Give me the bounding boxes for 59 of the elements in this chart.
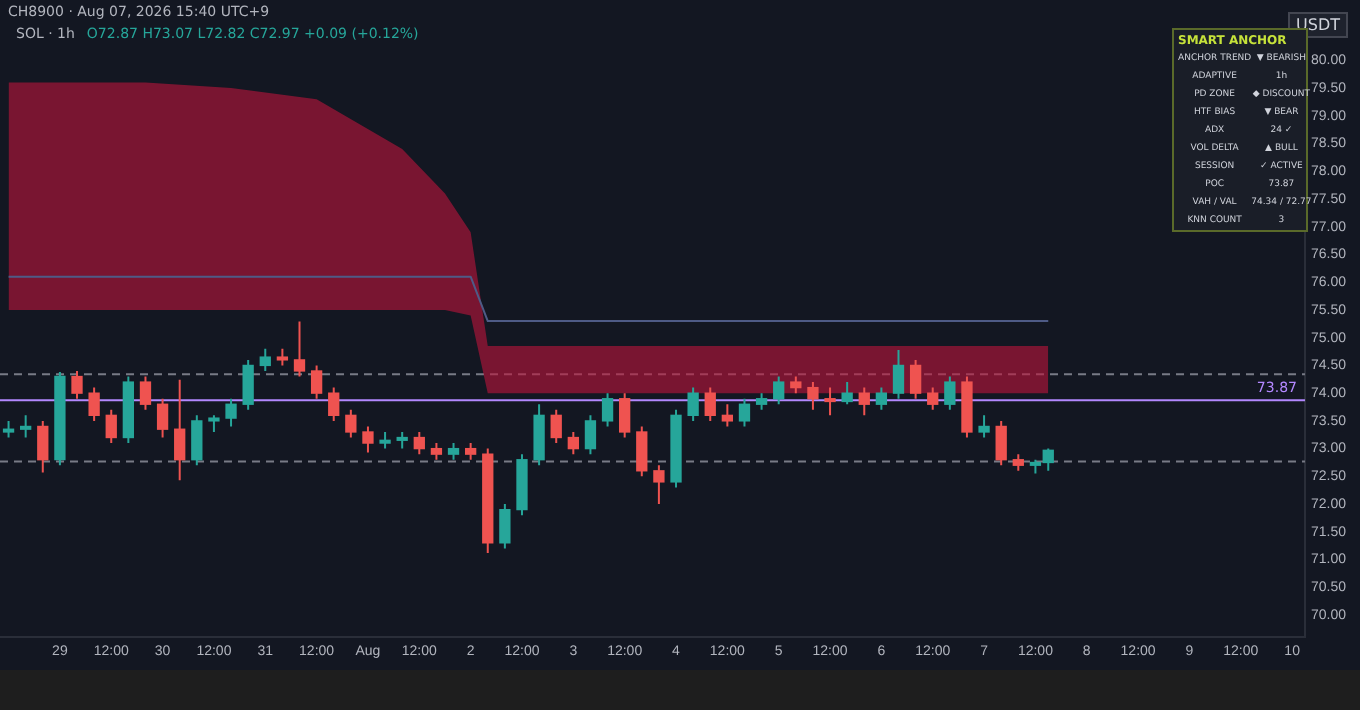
candlestick: [379, 430, 391, 450]
candlestick: [328, 386, 340, 422]
candlestick: [892, 348, 905, 400]
candlestick: [156, 397, 169, 439]
candlestick: [533, 403, 545, 467]
candlestick: [413, 430, 425, 456]
candlestick: [516, 453, 528, 517]
candlestick: [310, 364, 323, 400]
candlestick: [858, 386, 870, 417]
candlestick: [807, 381, 819, 411]
candlestick: [670, 408, 682, 489]
candlestick: [601, 392, 614, 428]
candlestick: [653, 464, 665, 506]
candlestick: [961, 375, 973, 439]
candlestick: [71, 369, 83, 400]
candlestick: [293, 320, 306, 378]
candlestick: [841, 381, 853, 406]
candlestick: [225, 397, 237, 428]
candlestick: [704, 386, 716, 422]
candlestick: [978, 414, 990, 439]
candlestick: [259, 347, 271, 372]
candlestick: [738, 397, 751, 428]
candlestick: [105, 408, 117, 445]
candlestick: [550, 408, 562, 445]
candlestick: [927, 386, 939, 411]
candlestick: [276, 347, 289, 367]
candlestick: [482, 447, 494, 554]
candlestick: [362, 425, 374, 454]
candlestick: [208, 414, 220, 433]
candlestick: [875, 386, 888, 411]
candlestick: [430, 442, 443, 461]
candlestick: [139, 375, 152, 411]
candlestick: [191, 414, 203, 467]
candlestick: [20, 414, 32, 439]
candlestick: [499, 503, 511, 550]
candlestick: [619, 392, 631, 439]
candlestick: [242, 358, 254, 411]
candlestick: [824, 386, 836, 417]
candlestick: [174, 378, 186, 482]
candlestick: [944, 375, 956, 411]
candlestick: [584, 414, 597, 456]
candlestick: [636, 425, 648, 478]
candlestick: [54, 371, 66, 467]
candlestick: [2, 419, 15, 439]
candlestick: [1012, 453, 1024, 472]
candlestick: [721, 403, 734, 428]
candlestick: [567, 430, 579, 456]
candlestick: [345, 408, 357, 439]
candlestick: [88, 386, 100, 422]
candlestick: [37, 419, 49, 474]
candlestick: [447, 442, 460, 461]
candlestick: [464, 442, 477, 461]
candlestick: [122, 375, 135, 445]
candlestick: [755, 392, 768, 411]
candlestick: [909, 358, 922, 400]
candlestick: [995, 419, 1007, 467]
candlestick: [687, 386, 699, 422]
candlestick: [773, 375, 785, 406]
candlestick: [790, 375, 802, 395]
